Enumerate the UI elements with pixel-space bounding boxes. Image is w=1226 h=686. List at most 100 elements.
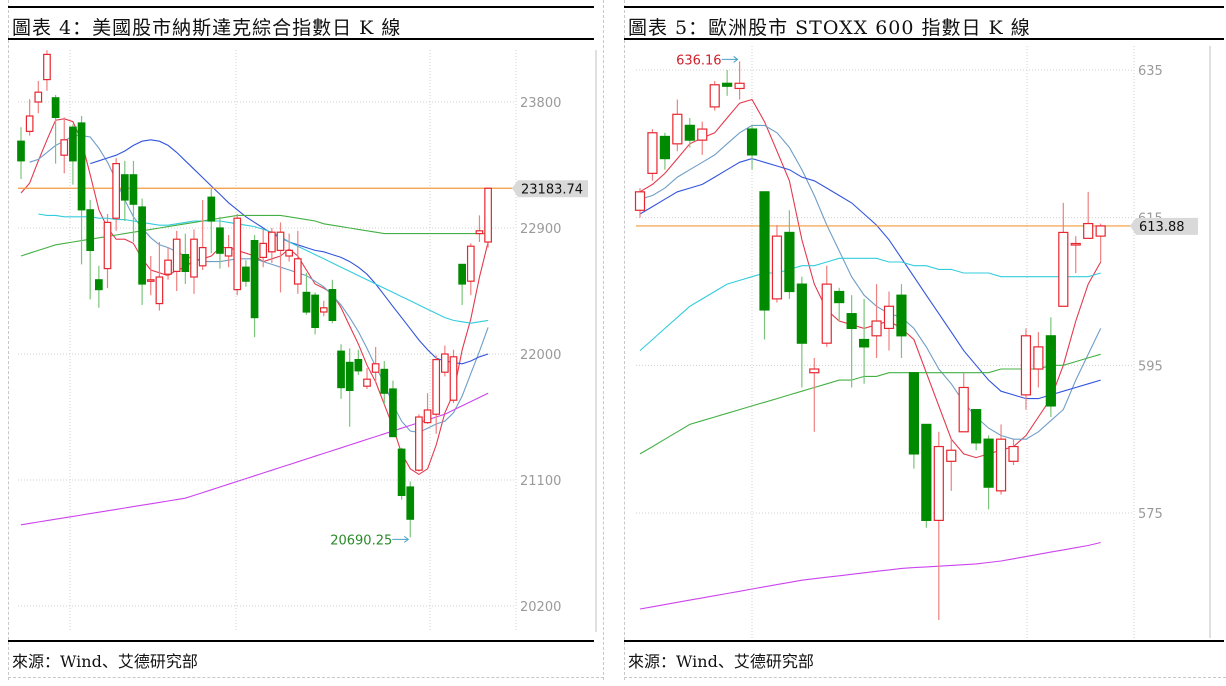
candlestick bbox=[250, 235, 259, 338]
candle-body-down bbox=[458, 263, 466, 285]
candle-body-up bbox=[190, 238, 198, 278]
candlestick bbox=[302, 272, 311, 315]
nasdaq-candlestick-chart[interactable]: 23800 22900 22000 21100 20200 23183.74 20690.2… bbox=[0, 40, 604, 640]
candle-body-up bbox=[647, 132, 658, 174]
candlestick bbox=[983, 435, 994, 510]
candle-body-up bbox=[484, 187, 492, 243]
candle-body-down bbox=[389, 388, 397, 438]
candle-body-down bbox=[1045, 335, 1056, 407]
candle-body-down bbox=[834, 290, 845, 304]
candlestick bbox=[466, 243, 475, 296]
candle-body-down bbox=[51, 97, 60, 119]
candlestick bbox=[834, 287, 845, 322]
y-axis-tick-label: 20200 bbox=[520, 600, 561, 615]
candlestick bbox=[293, 230, 302, 294]
source-note: 來源：Wind、艾德研究部 bbox=[628, 652, 814, 671]
candlestick bbox=[77, 116, 86, 265]
candle-body-up bbox=[319, 307, 328, 313]
candlestick bbox=[1058, 202, 1069, 307]
candle-body-up bbox=[198, 247, 207, 267]
candle-body-up bbox=[946, 449, 957, 462]
candle-body-up bbox=[415, 416, 423, 471]
candlestick bbox=[921, 423, 932, 528]
candle-body-up bbox=[709, 84, 720, 108]
candle-body-down bbox=[722, 82, 733, 87]
moving-average-ma60 bbox=[639, 257, 1101, 352]
candlestick bbox=[164, 247, 172, 280]
chart-title: 圖表 4：美國股市納斯達克綜合指數日 K 線 bbox=[12, 17, 402, 39]
candlestick bbox=[190, 229, 198, 294]
candlestick bbox=[43, 50, 51, 91]
candle-body-up bbox=[1083, 222, 1094, 239]
candlestick bbox=[933, 431, 944, 621]
candlestick bbox=[722, 70, 733, 96]
candle-body-up bbox=[1058, 231, 1069, 307]
candlestick bbox=[129, 160, 138, 242]
candle-body-down bbox=[921, 423, 932, 521]
candlestick bbox=[397, 447, 406, 500]
y-axis-tick-label: 635 bbox=[1138, 64, 1163, 79]
source-bar: 來源：Wind、艾德研究部 bbox=[8, 640, 594, 676]
candlestick bbox=[871, 284, 882, 358]
candle-body-down bbox=[759, 191, 770, 311]
panel-border-right bbox=[603, 0, 604, 680]
candlestick bbox=[112, 158, 121, 231]
candlestick bbox=[908, 372, 920, 469]
candlestick bbox=[380, 361, 389, 405]
candlestick bbox=[259, 229, 268, 268]
candlestick bbox=[120, 160, 129, 221]
moving-average-ma10 bbox=[639, 124, 1102, 440]
candle-body-up bbox=[883, 305, 895, 330]
candle-body-down bbox=[345, 361, 354, 391]
candle-body-up bbox=[43, 53, 51, 81]
candlestick bbox=[449, 349, 458, 403]
last-price-value: 613.88 bbox=[1139, 220, 1185, 235]
candlestick bbox=[172, 230, 181, 291]
candlestick bbox=[371, 347, 380, 382]
candlestick bbox=[276, 222, 285, 293]
candle-body-up bbox=[233, 217, 242, 291]
candlestick bbox=[406, 481, 415, 538]
candle-body-up bbox=[475, 230, 484, 235]
candlestick bbox=[746, 125, 758, 170]
candle-body-down bbox=[17, 140, 25, 162]
candlestick bbox=[423, 393, 432, 424]
chart-title-bar: 圖表 5：歐洲股市 STOXX 600 指數日 K 線 bbox=[624, 6, 1224, 40]
candle-body-up bbox=[34, 91, 43, 103]
y-axis-tick-label: 22900 bbox=[520, 222, 561, 237]
candlestick bbox=[809, 357, 820, 432]
candlestick bbox=[697, 121, 708, 155]
candle-body-up bbox=[25, 115, 34, 132]
candle-body-up bbox=[441, 353, 449, 373]
candle-body-down bbox=[406, 486, 415, 520]
panel-border-left bbox=[8, 0, 9, 680]
moving-average-ma20 bbox=[639, 158, 1101, 400]
candlestick bbox=[709, 81, 720, 111]
candlestick bbox=[896, 284, 907, 358]
candle-body-up bbox=[871, 320, 882, 337]
last-price-value: 23183.74 bbox=[521, 182, 583, 197]
candlestick bbox=[34, 81, 43, 114]
candle-body-down bbox=[971, 409, 982, 444]
candle-body-down bbox=[250, 240, 259, 319]
candlestick bbox=[883, 291, 895, 351]
moving-average-ma10 bbox=[29, 135, 489, 433]
candlestick bbox=[1070, 236, 1081, 274]
candlestick bbox=[25, 99, 34, 136]
candlestick bbox=[354, 349, 363, 375]
candlestick bbox=[216, 216, 224, 269]
moving-average-ma5 bbox=[639, 98, 1102, 459]
candle-body-down bbox=[94, 279, 103, 291]
candle-body-down bbox=[908, 372, 920, 455]
candlestick bbox=[60, 117, 69, 174]
last-price-tag bbox=[1130, 217, 1198, 235]
candle-body-up bbox=[293, 258, 302, 285]
candle-body-down bbox=[120, 174, 129, 201]
candle-body-down bbox=[659, 135, 671, 160]
candlestick bbox=[146, 256, 155, 296]
chart-title: 圖表 5：歐洲股市 STOXX 600 指數日 K 線 bbox=[628, 17, 1031, 39]
candle-body-up bbox=[734, 82, 745, 90]
candlestick bbox=[345, 348, 354, 427]
candlestick bbox=[684, 117, 695, 148]
